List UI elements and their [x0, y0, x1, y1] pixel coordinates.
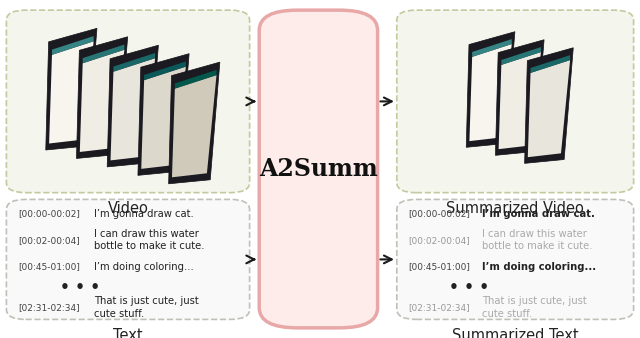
Text: [02:31-02:34]: [02:31-02:34]: [409, 303, 470, 312]
FancyBboxPatch shape: [6, 199, 250, 319]
Polygon shape: [531, 55, 570, 73]
Polygon shape: [495, 40, 544, 155]
FancyBboxPatch shape: [397, 199, 634, 319]
Text: I can draw this water
bottle to make it cute.: I can draw this water bottle to make it …: [94, 229, 204, 251]
Polygon shape: [175, 70, 216, 89]
Text: I’m gonna draw cat.: I’m gonna draw cat.: [482, 209, 595, 219]
Text: I’m doing coloring...: I’m doing coloring...: [482, 262, 596, 272]
Polygon shape: [46, 28, 97, 150]
Text: • • •: • • •: [449, 280, 489, 294]
Text: Video: Video: [108, 201, 148, 216]
Text: [00:45-01:00]: [00:45-01:00]: [409, 262, 470, 271]
Text: Summarized Video: Summarized Video: [446, 201, 584, 216]
Polygon shape: [144, 62, 186, 80]
Polygon shape: [138, 54, 189, 175]
Polygon shape: [83, 45, 124, 63]
Text: [00:00-00:02]: [00:00-00:02]: [409, 209, 470, 218]
Polygon shape: [528, 60, 570, 157]
Text: That is just cute, just
cute stuff.: That is just cute, just cute stuff.: [94, 296, 198, 319]
Text: That is just cute, just
cute stuff.: That is just cute, just cute stuff.: [482, 296, 587, 319]
Polygon shape: [467, 32, 515, 147]
Text: [00:45-01:00]: [00:45-01:00]: [19, 262, 81, 271]
Text: I’m gonna draw cat.: I’m gonna draw cat.: [94, 209, 194, 219]
Text: [02:31-02:34]: [02:31-02:34]: [19, 303, 80, 312]
Text: [00:02-00:04]: [00:02-00:04]: [19, 236, 80, 245]
Text: [00:00-00:02]: [00:00-00:02]: [19, 209, 81, 218]
Text: Summarized Text: Summarized Text: [452, 328, 579, 338]
Polygon shape: [472, 39, 512, 57]
Polygon shape: [169, 62, 220, 184]
Polygon shape: [525, 48, 573, 163]
Text: • • •: • • •: [60, 280, 100, 294]
Polygon shape: [111, 58, 155, 161]
Polygon shape: [501, 47, 541, 65]
Polygon shape: [469, 44, 512, 141]
Polygon shape: [77, 37, 128, 159]
Polygon shape: [141, 67, 186, 169]
Text: [00:02-00:04]: [00:02-00:04]: [409, 236, 470, 245]
Polygon shape: [80, 50, 124, 152]
Polygon shape: [499, 52, 541, 149]
Text: A2Summ: A2Summ: [259, 157, 378, 181]
FancyBboxPatch shape: [6, 10, 250, 193]
FancyBboxPatch shape: [397, 10, 634, 193]
Polygon shape: [49, 41, 93, 144]
Text: I’m doing coloring...: I’m doing coloring...: [94, 262, 194, 272]
Polygon shape: [108, 45, 159, 167]
FancyBboxPatch shape: [259, 10, 378, 328]
Text: Text: Text: [113, 328, 143, 338]
Polygon shape: [52, 36, 93, 55]
Text: I can draw this water
bottle to make it cute.: I can draw this water bottle to make it …: [482, 229, 593, 251]
Polygon shape: [172, 75, 216, 177]
Polygon shape: [113, 53, 155, 72]
